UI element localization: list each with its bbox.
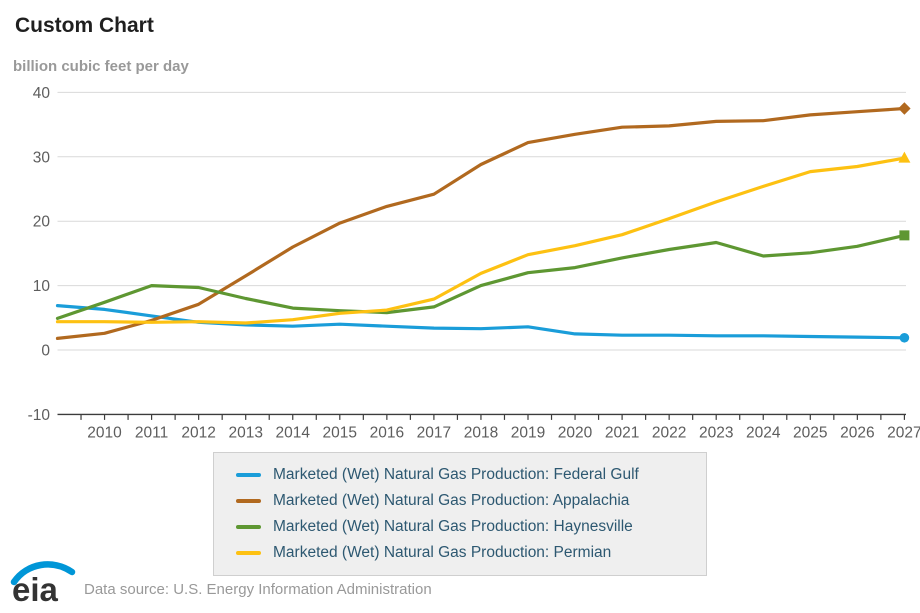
legend-label-federal-gulf: Marketed (Wet) Natural Gas Production: F… xyxy=(273,466,639,483)
chart-legend: Marketed (Wet) Natural Gas Production: F… xyxy=(213,452,707,576)
x-axis-tick-label: 2022 xyxy=(652,424,686,441)
x-axis-tick-label: 2024 xyxy=(746,424,781,441)
x-axis-tick-label: 2016 xyxy=(370,424,404,441)
legend-label-haynesville: Marketed (Wet) Natural Gas Production: H… xyxy=(273,518,633,535)
end-marker-circle-federal-gulf xyxy=(899,332,910,343)
end-marker-square-haynesville xyxy=(899,230,910,241)
x-axis-tick-label: 2021 xyxy=(605,424,639,441)
x-axis-tick-label: 2012 xyxy=(181,424,215,441)
data-source-text: Data source: U.S. Energy Information Adm… xyxy=(84,581,432,598)
x-axis-tick-label: 2020 xyxy=(558,424,593,441)
x-axis-tick-label: 2011 xyxy=(135,424,168,441)
legend-swatch-permian xyxy=(236,551,261,555)
legend-swatch-haynesville xyxy=(236,525,261,529)
eia-logo-swoosh-icon xyxy=(10,561,76,586)
chart-plot-area[interactable]: -10 0 10 20 30 40 2010 2011 2012 2013 2014 2015 2016… xyxy=(0,80,920,452)
x-axis-tick-label: 2014 xyxy=(276,424,311,441)
chart-line-haynesville[interactable] xyxy=(55,233,907,320)
end-marker-triangle-permian xyxy=(898,151,911,163)
page-title: Custom Chart xyxy=(15,14,154,37)
x-axis-tick-label: 2023 xyxy=(699,424,733,441)
y-axis-tick-label: 0 xyxy=(41,343,50,360)
eia-logo-text: eia xyxy=(12,571,59,605)
legend-swatch-appalachia xyxy=(236,499,261,503)
y-axis-tick-label: 10 xyxy=(33,278,51,295)
x-axis-tick-label: 2027 xyxy=(887,424,920,441)
y-axis-tick-label: 40 xyxy=(33,85,51,102)
x-axis-tick-label: 2018 xyxy=(464,424,498,441)
legend-item-haynesville[interactable]: Marketed (Wet) Natural Gas Production: H… xyxy=(236,514,706,540)
x-axis-tick-label: 2013 xyxy=(228,424,262,441)
y-axis-tick-label: 30 xyxy=(33,149,51,166)
chart-line-appalachia[interactable] xyxy=(55,106,907,340)
end-marker-diamond-appalachia xyxy=(898,102,911,115)
y-axis-tick-label: -10 xyxy=(28,407,51,424)
x-axis-tick-label: 2019 xyxy=(511,424,545,441)
legend-item-permian[interactable]: Marketed (Wet) Natural Gas Production: P… xyxy=(236,540,706,566)
x-axis-tick-label: 2017 xyxy=(417,424,451,441)
x-axis-tick-label: 2015 xyxy=(323,424,357,441)
chart-line-permian[interactable] xyxy=(55,156,907,325)
x-axis-tick-label: 2026 xyxy=(840,424,874,441)
eia-logo: eia xyxy=(10,561,76,605)
legend-swatch-federal-gulf xyxy=(236,473,261,477)
legend-label-appalachia: Marketed (Wet) Natural Gas Production: A… xyxy=(273,492,630,509)
x-axis-tick-label: 2025 xyxy=(793,424,827,441)
y-axis-tick-label: 20 xyxy=(33,214,51,231)
legend-label-permian: Marketed (Wet) Natural Gas Production: P… xyxy=(273,544,612,561)
legend-item-appalachia[interactable]: Marketed (Wet) Natural Gas Production: A… xyxy=(236,488,706,514)
legend-item-federal-gulf[interactable]: Marketed (Wet) Natural Gas Production: F… xyxy=(236,462,706,488)
x-axis-tick-label: 2010 xyxy=(87,424,122,441)
chart-unit-label: billion cubic feet per day xyxy=(13,58,189,75)
